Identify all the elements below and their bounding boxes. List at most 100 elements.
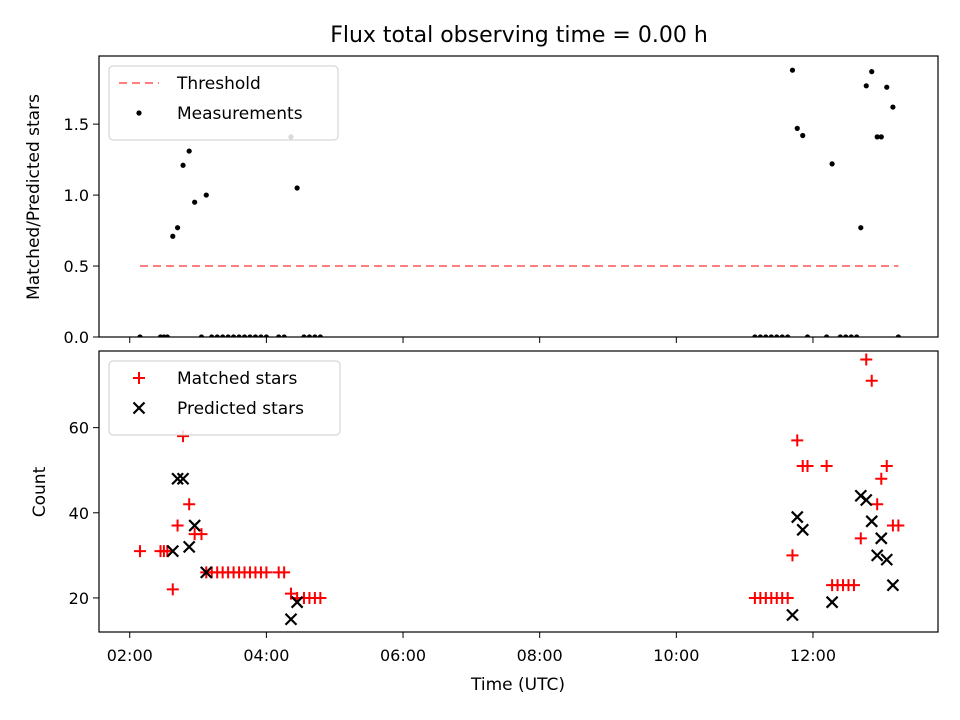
plot-area (133, 353, 905, 626)
x-tick-label: 02:00 (107, 646, 153, 665)
measurement-point (180, 162, 186, 168)
top-axes: 0.0 0.5 1.0 1.5 Threshold Measurements (64, 55, 939, 347)
predicted-stars-point (870, 549, 884, 562)
measurement-point (214, 334, 220, 337)
measurement-point (294, 185, 300, 191)
measurement-point (317, 334, 323, 337)
top-y-axis-label: Matched/Predicted stars (24, 94, 44, 300)
measurement-point (837, 334, 843, 337)
x-tick-label: 10:00 (653, 646, 699, 665)
predicted-stars-point (865, 515, 879, 528)
matched-stars-point (892, 519, 905, 532)
measurement-point (225, 334, 231, 337)
y-tick-label: 40 (69, 504, 89, 523)
matched-stars-point (278, 566, 291, 579)
x-tick-label: 04:00 (243, 646, 289, 665)
y-tick-label: 20 (69, 589, 89, 608)
matched-stars-point (183, 498, 196, 511)
predicted-stars-point (875, 532, 888, 545)
measurement-point (854, 334, 860, 337)
matched-stars-point (880, 459, 893, 472)
predicted-stars-point (188, 519, 201, 532)
matched-stars-point (820, 459, 833, 472)
measurement-point (230, 334, 237, 337)
measurement-point (164, 334, 170, 337)
measurement-point (858, 225, 864, 231)
predicted-stars-point (786, 608, 799, 622)
predicted-stars-point (166, 544, 180, 558)
measurement-point (785, 334, 791, 337)
measurement-point (312, 334, 318, 337)
y-tick-label: 1.5 (64, 115, 89, 134)
predicted-stars-point (176, 472, 190, 486)
matched-stars-point (195, 528, 208, 541)
matched-stars-point (875, 472, 888, 485)
predicted-stars-point (880, 553, 894, 566)
measurement-point (752, 334, 758, 337)
measurement-point (301, 334, 307, 337)
legend-frame (108, 360, 341, 436)
measurement-point (843, 334, 849, 337)
predicted-stars-point (199, 566, 213, 579)
measurement-point (174, 225, 181, 231)
measurement-point (829, 161, 835, 167)
predicted-stars-point (859, 493, 873, 507)
matched-stars-point (801, 459, 814, 472)
predicted-stars-point (182, 540, 196, 554)
measurement-point (252, 334, 259, 337)
measurement-point (220, 334, 226, 337)
measurement-point (236, 334, 242, 337)
measurement-point (203, 192, 209, 198)
y-tick-label: 0.5 (64, 257, 89, 276)
plot-area (137, 67, 901, 337)
legend-label: Measurements (177, 104, 303, 124)
matched-stars-point (314, 591, 327, 604)
measurement-point (779, 334, 785, 337)
matched-stars-point (865, 374, 878, 387)
measurement-point (247, 334, 253, 337)
matched-stars-point (260, 566, 273, 579)
measurement-point (258, 334, 264, 337)
measurement-point (281, 334, 287, 337)
matched-stars-point (133, 545, 146, 558)
legend-frame (108, 65, 339, 141)
measurement-point (276, 334, 282, 337)
x-axis-label: Time (UTC) (470, 675, 565, 695)
matched-stars-point (860, 353, 873, 366)
predicted-stars-point (825, 595, 839, 609)
measurement-point (789, 67, 796, 73)
measurement-point (824, 334, 830, 337)
measurement-point (192, 199, 198, 205)
legend: Threshold Measurements (108, 65, 339, 141)
legend-label: Matched stars (177, 369, 297, 389)
matched-stars-point (791, 434, 804, 447)
matched-stars-point (847, 579, 860, 592)
measurement-point (263, 334, 269, 337)
x-tick-label: 08:00 (517, 646, 563, 665)
legend-label: Threshold (176, 74, 261, 94)
measurement-point (874, 134, 880, 140)
y-tick-label: 60 (69, 419, 89, 438)
x-tick-label: 06:00 (380, 646, 426, 665)
measurement-point (306, 334, 313, 337)
chart-title: Flux total observing time = 0.00 h (330, 23, 708, 48)
matched-stars-point (781, 591, 794, 604)
bottom-y-axis-label: Count (30, 466, 50, 517)
matched-stars-point (854, 532, 867, 545)
measurement-point (241, 334, 248, 337)
legend-measurement-swatch (136, 110, 142, 116)
measurement-point (763, 334, 769, 337)
measurement-point (768, 334, 774, 337)
predicted-stars-point (796, 523, 809, 537)
bottom-axes: 20 40 60 02:00 04:00 06:00 08:00 10:00 12:00 Matc… (69, 350, 939, 665)
predicted-stars-point (290, 595, 304, 609)
measurement-point (137, 334, 143, 337)
predicted-stars-point (171, 472, 184, 486)
axes-frame (98, 350, 939, 633)
measurement-point (209, 334, 215, 337)
measurement-point (794, 125, 800, 131)
matched-stars-point (871, 498, 884, 511)
measurement-point (186, 148, 192, 154)
legend: Matched stars Predicted stars (108, 360, 341, 436)
